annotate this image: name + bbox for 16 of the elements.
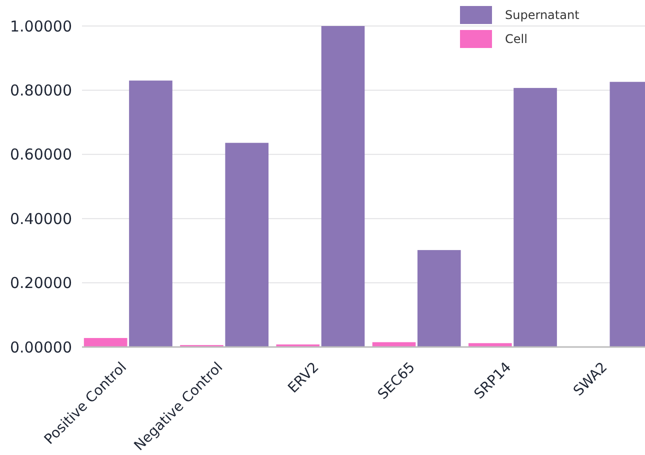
bar bbox=[417, 250, 461, 347]
y-tick-label: 0.00000 bbox=[10, 338, 72, 356]
y-tick-label: 0.20000 bbox=[10, 274, 72, 292]
bar bbox=[372, 342, 416, 347]
y-tick-label: 1.00000 bbox=[10, 17, 72, 36]
bar bbox=[84, 338, 128, 347]
bar bbox=[468, 343, 512, 347]
bar bbox=[514, 88, 557, 347]
y-tick-label: 0.40000 bbox=[10, 210, 72, 228]
legend-label: Supernatant bbox=[505, 8, 580, 22]
legend-label: Cell bbox=[505, 32, 528, 46]
y-tick-label: 0.60000 bbox=[10, 146, 72, 164]
bar bbox=[129, 80, 172, 347]
bar bbox=[225, 142, 269, 347]
y-tick-label: 0.80000 bbox=[10, 81, 72, 100]
bar bbox=[321, 26, 365, 347]
